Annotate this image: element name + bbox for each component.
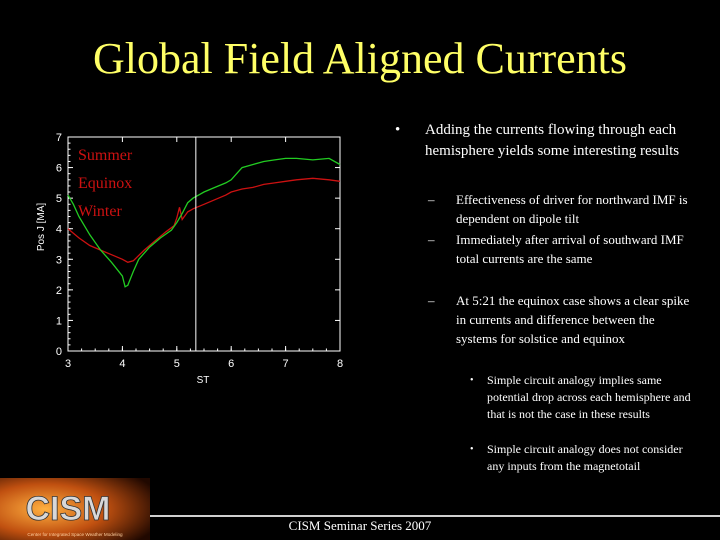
currents-line-chart: 3 4 5 6 7 8 0 1 2 3 4 5 6 7 Pos J [MA] ST xyxy=(36,132,343,386)
logo-text: CISM xyxy=(26,490,111,528)
legend-item-winter: Winter xyxy=(78,203,122,220)
main-bullet-text: Adding the currents flowing through each… xyxy=(425,122,680,159)
x-axis-label: ST xyxy=(197,375,210,386)
dash-mark: – xyxy=(428,232,435,247)
sub-bullet-text: Effectiveness of driver for northward IM… xyxy=(456,192,688,226)
chart-ticks: 3 4 5 6 7 8 0 1 2 3 4 5 6 7 xyxy=(56,132,343,370)
y-tick-label: 3 xyxy=(56,254,62,266)
sub-bullet-text: At 5:21 the equinox case shows a clear s… xyxy=(456,293,690,346)
series-line-equinox xyxy=(67,157,341,288)
sub-sub-bullet-text: Simple circuit analogy does not consider… xyxy=(487,442,683,473)
y-tick-label: 0 xyxy=(56,346,62,358)
chart-legend: Summer Equinox Winter xyxy=(78,142,132,226)
slide-title: Global Field Aligned Currents xyxy=(92,34,628,83)
bullet-mark: • xyxy=(470,444,474,455)
x-tick-label: 5 xyxy=(174,358,180,370)
x-tick-label: 4 xyxy=(119,358,125,370)
x-tick-label: 3 xyxy=(65,358,71,370)
chart-series xyxy=(67,157,341,288)
x-tick-label: 8 xyxy=(337,358,343,370)
y-axis-label: Pos J [MA] xyxy=(36,203,47,252)
y-tick-label: 5 xyxy=(56,193,62,205)
cism-logo: CISM Center for Integrated Space Weather… xyxy=(0,478,150,540)
footer-divider xyxy=(145,515,720,517)
y-tick-label: 6 xyxy=(56,163,62,175)
x-tick-label: 7 xyxy=(283,358,289,370)
y-tick-label: 2 xyxy=(56,285,62,297)
y-tick-label: 4 xyxy=(56,224,62,236)
y-tick-label: 1 xyxy=(56,315,62,327)
series-line-summer xyxy=(67,177,341,263)
logo-subtitle: Center for Integrated Space Weather Mode… xyxy=(27,532,123,537)
sub-bullet-text: Immediately after arrival of southward I… xyxy=(456,232,684,266)
dash-mark: – xyxy=(428,293,435,308)
legend-item-summer: Summer xyxy=(78,147,133,164)
sub-sub-bullet-text: Simple circuit analogy implies same pote… xyxy=(487,373,691,421)
footer-text: CISM Seminar Series 2007 xyxy=(288,518,432,533)
x-tick-label: 6 xyxy=(228,358,234,370)
y-tick-label: 7 xyxy=(56,132,62,144)
bullet-mark: • xyxy=(470,375,474,386)
legend-item-equinox: Equinox xyxy=(78,175,133,192)
bullet-mark: • xyxy=(395,122,401,138)
dash-mark: – xyxy=(428,192,435,207)
